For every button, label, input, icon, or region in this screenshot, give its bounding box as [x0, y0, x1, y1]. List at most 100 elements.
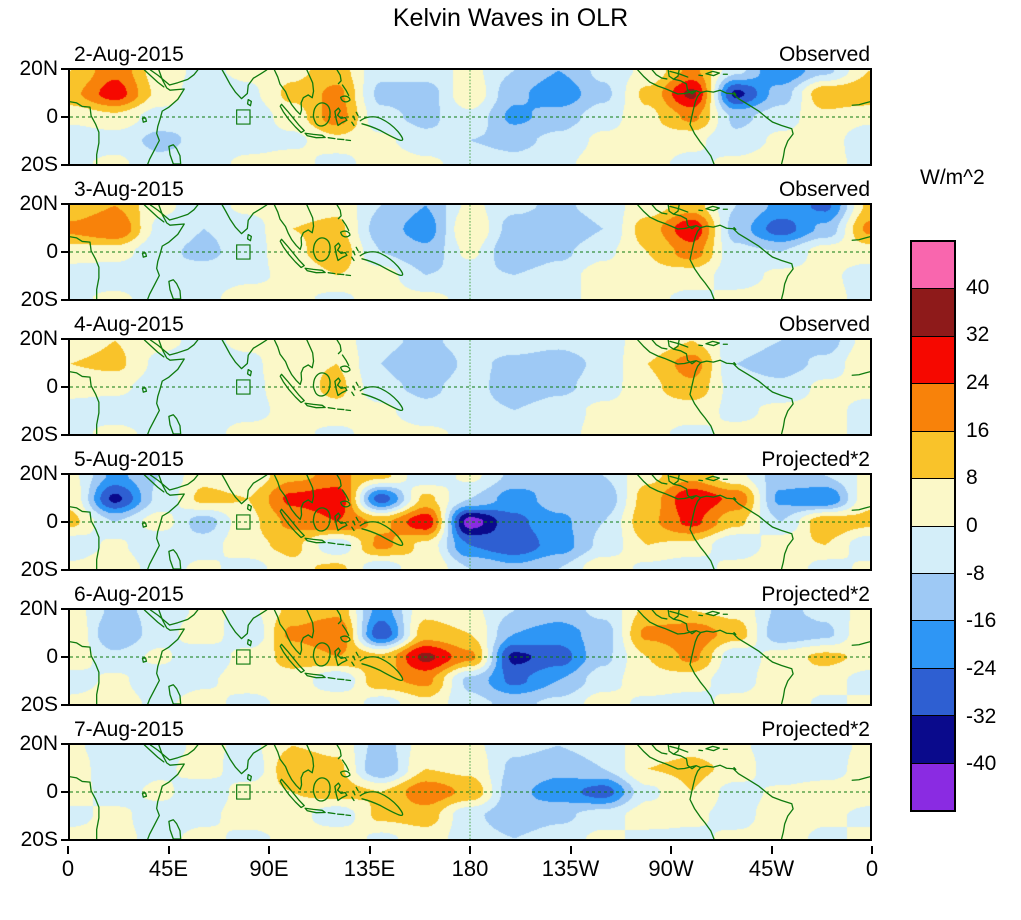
panel-type-label: Projected*2 — [761, 448, 870, 471]
x-tick-mark — [268, 846, 270, 854]
x-tick-mark — [67, 846, 69, 854]
x-tick-mark — [770, 846, 773, 854]
map-overlay — [70, 745, 870, 839]
x-tick-label: 90E — [249, 856, 289, 881]
y-tick-mark — [61, 251, 68, 253]
panel-2-Aug-2015: 2-Aug-2015 Observed 20N 0 20S — [0, 36, 872, 176]
colorbar-cell — [912, 431, 954, 480]
map-overlay — [70, 205, 870, 299]
panel-6-Aug-2015: 6-Aug-2015 Projected*2 20N 0 20S — [0, 576, 872, 716]
y-tick-label: 0 — [46, 105, 58, 128]
y-tick-mark — [61, 338, 68, 340]
colorbar-cell — [912, 289, 954, 337]
panel-header: 3-Aug-2015 Observed — [0, 171, 872, 203]
map-overlay — [70, 70, 870, 164]
colorbar-cell — [912, 621, 954, 669]
colorbar-tick-label: -8 — [966, 561, 985, 585]
panel-date-label: 6-Aug-2015 — [74, 583, 184, 606]
x-tick-label: 135W — [541, 856, 600, 881]
y-tick-mark — [61, 791, 68, 793]
map-panel — [68, 743, 872, 841]
x-tick-mark — [368, 846, 371, 854]
panel-date-label: 4-Aug-2015 — [74, 313, 184, 336]
x-tick-label: 135E — [343, 856, 396, 881]
y-tick-label: 20N — [19, 57, 58, 80]
x-tick-label: 90W — [648, 856, 694, 881]
map-panel — [68, 338, 872, 436]
panel-type-label: Observed — [778, 43, 870, 66]
map-overlay — [70, 340, 870, 434]
y-tick-mark — [61, 839, 68, 841]
panel-date-label: 7-Aug-2015 — [74, 718, 184, 741]
y-tick-label: 20N — [19, 732, 58, 755]
y-tick-label: 20S — [20, 828, 58, 851]
y-tick-label: 20S — [20, 558, 58, 581]
map-overlay — [70, 475, 870, 569]
map-panel — [68, 68, 872, 166]
x-tick-mark — [569, 846, 572, 854]
y-tick-mark — [61, 386, 68, 388]
colorbar-tick-label: 0 — [966, 514, 978, 537]
panel-date-label: 2-Aug-2015 — [74, 43, 184, 66]
colorbar-tick-label: 24 — [966, 371, 990, 394]
x-tick-mark — [670, 846, 672, 854]
panel-5-Aug-2015: 5-Aug-2015 Projected*2 20N 0 20S — [0, 441, 872, 581]
colorbar-cell — [912, 479, 954, 527]
y-tick-mark — [61, 608, 68, 610]
panel-header: 2-Aug-2015 Observed — [0, 36, 872, 68]
x-axis: 0 45E 90E 135E 180 135W 90W 45W 0 — [62, 846, 878, 890]
colorbar-units-label: W/m^2 — [920, 166, 985, 189]
colorbar-cell — [912, 573, 954, 622]
map-panel — [68, 203, 872, 301]
panel-date-label: 3-Aug-2015 — [74, 178, 184, 201]
x-tick-mark — [871, 846, 873, 854]
map-panel — [68, 473, 872, 571]
x-tick-label: 0 — [865, 856, 879, 881]
panel-date-label: 5-Aug-2015 — [74, 448, 184, 471]
map-overlay — [70, 610, 870, 704]
y-tick-label: 20N — [19, 327, 58, 350]
y-tick-label: 20S — [20, 153, 58, 176]
y-tick-mark — [61, 164, 68, 166]
panel-type-label: Projected*2 — [761, 718, 870, 741]
panel-header: 5-Aug-2015 Projected*2 — [0, 441, 872, 473]
y-tick-mark — [61, 743, 68, 745]
panel-type-label: Projected*2 — [761, 583, 870, 606]
y-tick-label: 20N — [19, 597, 58, 620]
panel-type-label: Observed — [778, 178, 870, 201]
y-tick-label: 0 — [46, 645, 58, 668]
panel-header: 4-Aug-2015 Observed — [0, 306, 872, 338]
y-tick-mark — [61, 116, 68, 118]
y-tick-mark — [61, 521, 68, 523]
colorbar-cell — [912, 242, 954, 290]
colorbar-labels: 40 32 24 16 8 0 -8 -16 -24 -32 -40 — [966, 240, 1020, 812]
y-tick-label: 20N — [19, 462, 58, 485]
colorbar-cell — [912, 526, 954, 574]
y-tick-mark — [61, 569, 68, 571]
y-tick-mark — [61, 656, 68, 658]
x-tick-label: 45W — [748, 856, 795, 881]
y-tick-mark — [61, 299, 68, 301]
x-tick-label: 45E — [148, 856, 189, 881]
panel-3-Aug-2015: 3-Aug-2015 Observed 20N 0 20S — [0, 171, 872, 311]
y-tick-mark — [61, 203, 68, 205]
colorbar-tick-label: -32 — [966, 704, 997, 728]
y-tick-label: 20S — [20, 288, 58, 311]
colorbar-tick-label: 40 — [966, 275, 990, 299]
colorbar-tick-label: 8 — [966, 466, 978, 490]
x-tick-mark — [469, 846, 471, 854]
y-tick-label: 0 — [46, 375, 58, 398]
colorbar-tick-label: 16 — [966, 418, 990, 442]
map-panel — [68, 608, 872, 706]
y-tick-label: 20S — [20, 423, 58, 446]
panels: 2-Aug-2015 Observed 20N 0 20S 3-Aug-2015 Obser… — [0, 36, 872, 851]
y-tick-mark — [61, 68, 68, 70]
x-tick-mark — [167, 846, 170, 854]
y-tick-label: 0 — [46, 510, 58, 533]
x-tick-label: 180 — [451, 856, 489, 881]
y-tick-label: 0 — [46, 780, 58, 803]
y-tick-mark — [61, 473, 68, 475]
colorbar-cell — [912, 668, 954, 717]
colorbar-tick-label: -16 — [966, 609, 997, 633]
